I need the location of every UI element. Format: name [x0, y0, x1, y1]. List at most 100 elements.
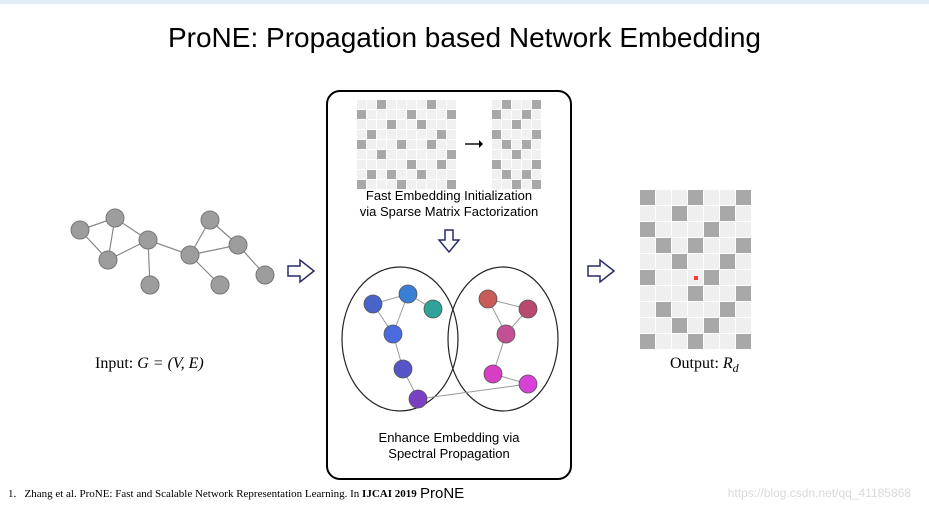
matrix-cell: [357, 130, 366, 139]
matrix-cell: [377, 120, 386, 129]
matrix-cell: [407, 170, 416, 179]
matrix-cell: [704, 302, 719, 317]
matrix-cell: [367, 100, 376, 109]
graph-node: [99, 251, 117, 269]
spectral-node: [479, 290, 497, 308]
spectral-edge: [418, 384, 528, 399]
matrix-cell: [357, 110, 366, 119]
matrix-cell: [377, 100, 386, 109]
matrix-cell: [377, 110, 386, 119]
matrix-cell: [736, 190, 751, 205]
matrix-cell: [407, 130, 416, 139]
matrix-cell: [672, 238, 687, 253]
matrix-cell: [387, 110, 396, 119]
matrix-cell: [427, 170, 436, 179]
matrix-cell: [720, 222, 735, 237]
input-label-formula: G = (V, E): [137, 355, 204, 372]
matrix-cell: [720, 318, 735, 333]
matrix-cell: [532, 150, 541, 159]
matrix-cell: [512, 140, 521, 149]
matrix-cell: [367, 160, 376, 169]
graph-node: [211, 276, 229, 294]
matrix-cell: [720, 270, 735, 285]
matrix-cell: [720, 302, 735, 317]
matrix-cell: [427, 110, 436, 119]
arrow-inner-icon: [464, 138, 484, 150]
matrix-cell: [532, 110, 541, 119]
matrix-cell: [688, 206, 703, 221]
matrix-row: [328, 104, 570, 184]
matrix-cell: [502, 100, 511, 109]
matrix-cell: [522, 140, 531, 149]
matrix-cell: [720, 206, 735, 221]
matrix-cell: [522, 110, 531, 119]
matrix-cell: [672, 222, 687, 237]
arrow-path: [288, 260, 314, 282]
matrix-cell: [704, 222, 719, 237]
matrix-cell: [688, 254, 703, 269]
matrix-cell: [640, 334, 655, 349]
matrix-cell: [656, 286, 671, 301]
graph-node: [139, 231, 157, 249]
spectral-node: [519, 375, 537, 393]
matrix-cell: [447, 110, 456, 119]
matrix-cell: [704, 206, 719, 221]
matrix-cell: [688, 190, 703, 205]
matrix-cell: [672, 254, 687, 269]
spectral-node: [384, 325, 402, 343]
matrix-cell: [640, 222, 655, 237]
box-text-1: Fast Embedding Initialization via Sparse…: [334, 188, 564, 221]
matrix-cell: [512, 170, 521, 179]
matrix-cell: [367, 140, 376, 149]
matrix-cell: [397, 130, 406, 139]
matrix-cell: [447, 160, 456, 169]
matrix-cell: [522, 150, 531, 159]
matrix-cell: [688, 286, 703, 301]
arrow-right-2-icon: [586, 258, 616, 284]
matrix-cell: [397, 100, 406, 109]
matrix-cell: [492, 100, 501, 109]
matrix-cell: [704, 270, 719, 285]
matrix-cell: [387, 120, 396, 129]
matrix-cell: [367, 120, 376, 129]
matrix-cell: [656, 222, 671, 237]
matrix-cell: [427, 160, 436, 169]
matrix-cell: [640, 206, 655, 221]
matrix-cell: [447, 120, 456, 129]
matrix-cell: [688, 318, 703, 333]
matrix-cell: [640, 190, 655, 205]
matrix-cell: [357, 100, 366, 109]
matrix-cell: [688, 302, 703, 317]
matrix-cell: [640, 302, 655, 317]
matrix-cell: [417, 150, 426, 159]
graph-node: [71, 221, 89, 239]
matrix-cell: [736, 286, 751, 301]
matrix-cell: [437, 110, 446, 119]
matrix-cell: [407, 110, 416, 119]
matrix-cell: [447, 170, 456, 179]
box-text-2: Enhance Embedding via Spectral Propagati…: [334, 430, 564, 463]
matrix-cell: [377, 130, 386, 139]
matrix-cell: [720, 254, 735, 269]
matrix-cell: [492, 130, 501, 139]
matrix-cell: [387, 140, 396, 149]
matrix-cell: [427, 120, 436, 129]
watermark: https://blog.csdn.net/qq_41185868: [728, 486, 911, 500]
matrix-cell: [736, 270, 751, 285]
matrix-cell: [397, 110, 406, 119]
matrix-cell: [672, 302, 687, 317]
matrix-cell: [407, 140, 416, 149]
matrix-cell: [512, 130, 521, 139]
matrix-cell: [522, 130, 531, 139]
matrix-cell: [397, 150, 406, 159]
spectral-node: [364, 295, 382, 313]
matrix-cell: [672, 190, 687, 205]
matrix-cell: [502, 110, 511, 119]
matrix-cell: [502, 150, 511, 159]
matrix-cell: [387, 150, 396, 159]
graph-node: [256, 266, 274, 284]
matrix-cell: [736, 206, 751, 221]
matrix-cell: [417, 100, 426, 109]
matrix-cell: [407, 120, 416, 129]
spectral-graph: [338, 254, 564, 424]
